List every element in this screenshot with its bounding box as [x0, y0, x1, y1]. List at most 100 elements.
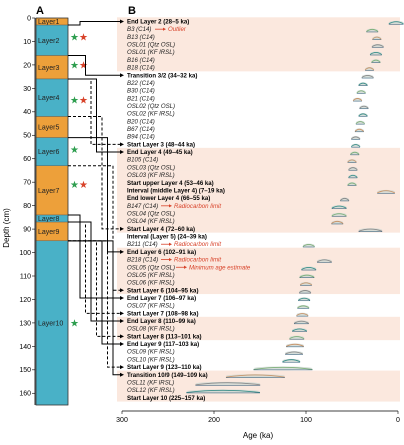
depth-tick-label: 70	[23, 180, 31, 187]
age-curve	[285, 343, 304, 347]
age-curve	[364, 67, 375, 71]
age-curve	[289, 336, 305, 340]
age-tick-label: 100	[300, 417, 312, 424]
row-band	[117, 263, 400, 272]
age-axis-title: Age (ka)	[243, 431, 274, 440]
row-label: OSL09 (KF IRSL)	[127, 349, 175, 356]
panel-a-label: A	[36, 5, 44, 17]
connector-lines	[68, 19, 124, 377]
age-curve	[285, 351, 304, 355]
red-star-icon: ★	[79, 96, 88, 107]
stratigraphic-column: Layer1 Layer2 Layer3 Layer4 Layer5 Layer6 Laye…	[35, 17, 88, 406]
layer-label: Layer2	[38, 38, 60, 45]
row-band	[117, 32, 400, 41]
row-note: Minimum age estimate	[189, 264, 251, 271]
age-curve	[372, 36, 382, 40]
layer-block	[35, 24, 69, 56]
row-label: B67 (C14)	[127, 126, 155, 133]
row-label: End lower Layer 4 (66–55 ka)	[127, 195, 210, 202]
age-curve	[186, 389, 261, 393]
connector-line	[68, 21, 121, 26]
row-label: B147 (C14)	[127, 203, 158, 210]
depth-tick-label: 20	[23, 62, 31, 69]
age-curve	[350, 151, 360, 155]
red-star-icon: ★	[79, 180, 88, 191]
row-band	[117, 63, 400, 72]
row-label: B18 (C14)	[127, 65, 155, 72]
connector-line	[68, 55, 121, 76]
age-tick-label: 300	[116, 417, 128, 424]
depth-tick-label: 40	[23, 109, 31, 116]
note-arrowhead	[169, 242, 172, 246]
row-band	[117, 278, 400, 287]
depth-tick-label: 130	[19, 320, 31, 327]
row-label: Transition 10/9 (149–109 ka)	[127, 372, 208, 379]
note-arrowhead	[163, 27, 166, 31]
layer-label: Layer1	[38, 19, 60, 26]
connector-line	[68, 214, 121, 299]
age-curve	[299, 282, 313, 286]
note-arrowhead	[169, 204, 172, 208]
row-label: End Layer 9 (117–103 ka)	[127, 341, 199, 348]
age-tick-label: 200	[208, 417, 220, 424]
row-note: Radiocarbon limit	[174, 241, 221, 248]
connector-arrowhead	[120, 142, 124, 147]
row-label: Transition 3/2 (34–32 ka)	[127, 72, 197, 79]
age-curve	[347, 182, 357, 186]
row-band	[117, 147, 400, 156]
row-band	[117, 48, 400, 56]
row-band	[117, 385, 400, 394]
row-label: Start Layer 6 (104–95 ka)	[127, 287, 198, 294]
connector-arrowhead	[120, 311, 124, 316]
age-curve	[195, 382, 261, 386]
row-label: OSL08 (KF IRSL)	[127, 326, 175, 333]
connector-arrowhead	[120, 342, 124, 347]
depth-tick-label: 150	[19, 367, 31, 374]
connector-arrowhead	[120, 365, 124, 370]
age-tick-label: 0	[396, 417, 400, 424]
layer-label: Layer3	[38, 65, 60, 72]
row-label: OSL02 (KF IRSL)	[127, 111, 175, 118]
age-curve	[350, 136, 361, 140]
age-curve	[253, 366, 313, 370]
age-curve	[298, 297, 311, 301]
row-label: OSL01 (Qtz OSL)	[127, 42, 175, 49]
age-curve	[369, 51, 383, 55]
connector-arrowhead	[120, 372, 124, 377]
depth-tick-label: 100	[19, 250, 31, 257]
row-label: OSL05 (KF IRSL)	[127, 272, 175, 279]
row-band	[117, 255, 400, 264]
connector-line	[68, 240, 121, 376]
red-star-icon: ★	[79, 60, 88, 71]
layer-label: Layer4	[38, 95, 60, 102]
row-label: Interval (Layer 5) (24–39 ka)	[127, 234, 207, 241]
age-distribution-marks	[186, 20, 404, 394]
row-label: OSL10 (KF IRSL)	[127, 356, 175, 363]
row-band	[117, 24, 400, 33]
row-band	[117, 270, 400, 279]
row-label: B3 (C14)	[127, 26, 151, 33]
depth-axis-title: Depth (cm)	[2, 208, 11, 248]
age-curve	[302, 243, 315, 247]
row-band	[117, 316, 400, 325]
row-label: Start upper Layer 4 (53–46 ka)	[127, 180, 214, 187]
row-band	[117, 40, 400, 49]
layer-label: Layer10	[38, 320, 63, 327]
row-band	[117, 324, 400, 333]
row-band	[117, 209, 400, 218]
depth-tick-label: 90	[23, 226, 31, 233]
age-curve	[356, 90, 366, 94]
row-band	[117, 332, 400, 341]
age-curve	[282, 359, 301, 363]
row-label: B20 (C14)	[127, 118, 155, 125]
row-note: Radiocarbon limit	[174, 257, 221, 264]
column-frame	[35, 17, 69, 406]
age-curve	[299, 274, 315, 278]
connector-line	[68, 137, 121, 253]
row-note: Outlier	[168, 26, 187, 33]
age-curve	[347, 159, 357, 163]
connector-arrowhead	[120, 319, 124, 324]
age-curve	[348, 167, 358, 171]
row-band	[117, 378, 400, 387]
